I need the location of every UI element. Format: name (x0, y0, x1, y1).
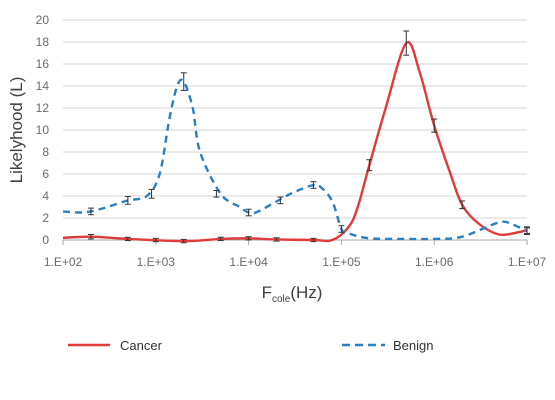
y-tick-label: 18 (36, 35, 50, 49)
error-bar-cancer (152, 237, 159, 243)
error-bar-cancer (273, 237, 280, 242)
y-tick-label: 2 (42, 211, 49, 225)
error-bar-cancer (459, 200, 466, 210)
y-tick-label: 6 (42, 167, 49, 181)
y-tick-label: 20 (36, 13, 50, 27)
x-axis-title: Fcole(Hz) (262, 283, 323, 305)
legend: Cancer Benign (68, 338, 433, 353)
series-line-cancer (62, 40, 528, 243)
x-axis-title-main: F (262, 283, 272, 302)
error-bar-cancer (366, 159, 373, 172)
x-tick-label: 1.E+05 (322, 255, 361, 269)
x-tick-label: 1.E+02 (44, 255, 83, 269)
legend-item-benign: Benign (342, 338, 433, 353)
error-bar-benign (245, 208, 252, 217)
y-tick-label: 10 (36, 123, 50, 137)
error-bar-benign (310, 181, 317, 189)
y-tick-label: 14 (36, 79, 50, 93)
error-bar-benign (213, 190, 220, 198)
y-tick-label: 4 (42, 189, 49, 203)
x-tick-label: 1.E+06 (415, 255, 454, 269)
y-tick-labels: 0 2 4 6 8 10 12 14 16 18 20 (36, 13, 50, 247)
error-bar-benign (277, 196, 284, 205)
error-bar-benign (524, 227, 530, 235)
error-bar-benign (148, 188, 155, 199)
error-bar-cancer (217, 236, 224, 242)
x-axis-title-subscript: cole (272, 294, 291, 305)
series-lines (62, 40, 528, 243)
error-bar-cancer (431, 118, 438, 133)
error-bar-benign (124, 196, 131, 205)
error-bar-benign (180, 72, 187, 91)
error-bar-cancer (124, 236, 131, 242)
x-tick-label: 1.E+04 (229, 255, 268, 269)
x-tick-label: 1.E+07 (508, 255, 547, 269)
error-bar-benign (338, 225, 345, 233)
legend-label-benign: Benign (393, 338, 433, 353)
legend-label-cancer: Cancer (120, 338, 163, 353)
error-bars (87, 30, 530, 244)
error-bar-cancer (245, 236, 252, 241)
legend-item-cancer: Cancer (68, 338, 163, 353)
error-bar-cancer (180, 238, 187, 244)
series-line-benign (62, 78, 528, 241)
gridlines (62, 19, 528, 245)
error-bar-cancer (403, 30, 410, 56)
y-tick-label: 8 (42, 145, 49, 159)
x-tick-labels: 1.E+02 1.E+03 1.E+04 1.E+05 1.E+06 1.E+07 (44, 255, 547, 269)
x-tick-label: 1.E+03 (137, 255, 176, 269)
x-axis-title-tail: (Hz) (290, 283, 322, 302)
y-axis-title: Likelyhood (L) (7, 77, 26, 184)
error-bar-benign (87, 207, 94, 216)
error-bar-cancer (87, 234, 94, 240)
y-tick-label: 16 (36, 57, 50, 71)
y-tick-label: 12 (36, 101, 50, 115)
y-tick-label: 0 (42, 233, 49, 247)
error-bar-cancer (310, 237, 317, 243)
